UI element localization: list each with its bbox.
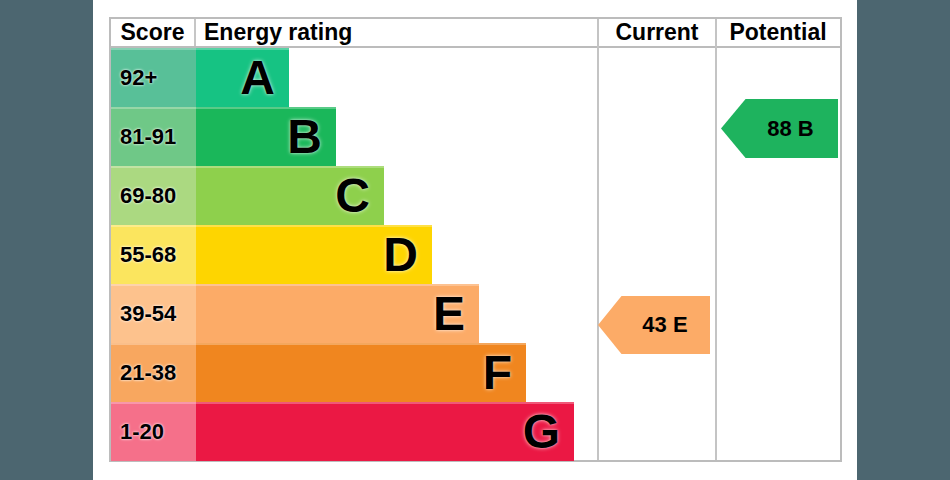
- epc-energy-rating-chart: Score Energy rating Current Potential 92…: [0, 0, 950, 480]
- band-g-score-range: 1-20: [111, 402, 196, 461]
- band-row-a: 92+ A: [111, 48, 840, 107]
- band-f-letter: F: [483, 343, 512, 402]
- right-gray-sidebar: [857, 0, 950, 480]
- band-d-bar: D: [196, 225, 432, 284]
- header-score: Score: [111, 19, 196, 46]
- table-header-row: Score Energy rating Current Potential: [111, 19, 840, 48]
- band-c-score-range: 69-80: [111, 166, 196, 225]
- epc-rating-table: Score Energy rating Current Potential 92…: [109, 17, 842, 462]
- band-c-letter: C: [335, 166, 370, 225]
- band-d-score-range: 55-68: [111, 225, 196, 284]
- header-potential: Potential: [716, 20, 840, 45]
- band-g-bar: G: [196, 402, 574, 461]
- band-a-bar: A: [196, 48, 289, 107]
- band-c-bar: C: [196, 166, 384, 225]
- band-d-letter: D: [383, 225, 418, 284]
- current-rating-label: 43 E: [642, 312, 687, 338]
- band-a-score-range: 92+: [111, 48, 196, 107]
- band-b-score-range: 81-91: [111, 107, 196, 166]
- band-row-c: 69-80 C: [111, 166, 840, 225]
- band-b-letter: B: [287, 107, 322, 166]
- band-a-letter: A: [240, 48, 275, 107]
- band-e-letter: E: [433, 284, 465, 343]
- potential-rating-label: 88 B: [767, 116, 813, 142]
- current-column-divider: [597, 19, 599, 460]
- band-f-score-range: 21-38: [111, 343, 196, 402]
- current-rating-arrow: 43 E: [598, 296, 710, 354]
- band-b-bar: B: [196, 107, 336, 166]
- potential-column-divider: [715, 19, 717, 460]
- band-row-d: 55-68 D: [111, 225, 840, 284]
- band-e-bar: E: [196, 284, 479, 343]
- left-gray-sidebar: [0, 0, 93, 480]
- band-e-score-range: 39-54: [111, 284, 196, 343]
- band-row-g: 1-20 G: [111, 402, 840, 461]
- band-row-e: 39-54 E: [111, 284, 840, 343]
- header-current: Current: [598, 20, 716, 45]
- band-row-f: 21-38 F: [111, 343, 840, 402]
- header-energy-rating: Energy rating: [196, 20, 598, 45]
- band-g-letter: G: [523, 402, 560, 461]
- band-f-bar: F: [196, 343, 526, 402]
- potential-rating-arrow: 88 B: [721, 99, 838, 158]
